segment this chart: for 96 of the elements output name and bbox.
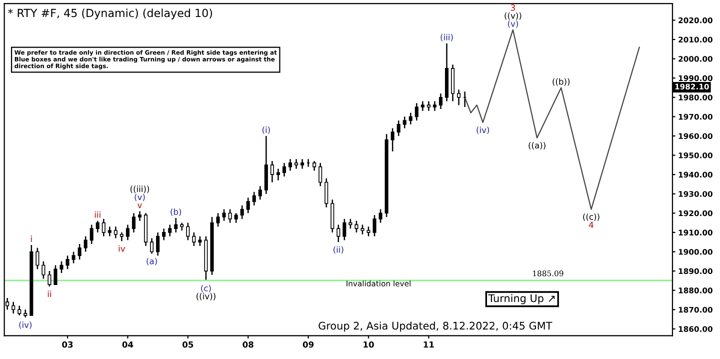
annotation: iv	[118, 245, 126, 252]
candlestick	[150, 238, 154, 254]
candlestick	[12, 301, 16, 314]
annotation: (i)	[262, 126, 270, 134]
candlestick	[18, 305, 22, 316]
candlestick	[126, 224, 130, 241]
candlestick	[156, 232, 160, 256]
candlestick	[420, 100, 424, 112]
candlestick	[78, 243, 82, 260]
x-tick-label: 03	[62, 341, 73, 348]
x-tick-label: 08	[242, 341, 254, 348]
candlestick	[162, 228, 166, 241]
annotation: i	[31, 236, 32, 242]
annotation: iii	[94, 211, 100, 218]
x-tick-label: 05	[182, 341, 194, 348]
x-tick-label: 09	[302, 341, 314, 348]
candlestick	[84, 236, 88, 252]
annotation: (v)	[134, 194, 145, 202]
candlestick	[282, 162, 286, 178]
candlestick	[54, 264, 58, 286]
candlestick	[198, 236, 202, 247]
annotation: 3	[510, 4, 515, 11]
candlestick	[408, 112, 412, 126]
candlestick	[42, 260, 46, 280]
candlestick	[114, 226, 118, 239]
candlestick	[402, 116, 406, 129]
annotation: (ii)	[334, 246, 344, 254]
candlestick	[288, 158, 292, 172]
annotation: ((iv))	[196, 292, 216, 300]
candlestick	[168, 224, 172, 237]
annotation: (c)	[201, 284, 211, 292]
candlestick	[294, 158, 298, 170]
x-tick-label: 10	[364, 341, 374, 348]
candlestick	[276, 168, 280, 181]
annotation: (iv)	[476, 126, 490, 134]
candlestick	[457, 89, 461, 106]
candlestick	[324, 178, 328, 208]
candlestick	[348, 218, 352, 230]
annotation: (iv)	[19, 322, 32, 329]
candlestick	[342, 218, 346, 241]
candlestick	[336, 224, 340, 243]
candlestick	[72, 251, 76, 264]
candlestick	[60, 260, 64, 274]
candlestick	[222, 208, 226, 222]
annotation: ii	[48, 290, 51, 297]
annotation: ((a))	[528, 142, 546, 150]
annotation: Turning Up ↗	[488, 294, 555, 304]
chart-title: * RTY #F, 45 (Dynamic) (delayed 10)	[8, 8, 212, 20]
candlestick	[132, 212, 136, 234]
line-series	[464, 29, 640, 210]
annotation: (iii)	[440, 34, 453, 42]
candlestick	[234, 212, 238, 224]
candlestick	[366, 226, 370, 237]
candlestick	[108, 226, 112, 237]
candlestick	[138, 210, 142, 222]
candlestick	[426, 100, 430, 112]
candlestick	[36, 247, 40, 270]
candlestick	[438, 92, 443, 110]
candlestick	[240, 204, 244, 220]
candlestick	[318, 162, 322, 187]
candlestick	[90, 224, 94, 245]
annotation: ((v))	[504, 12, 522, 20]
candlestick	[186, 222, 190, 241]
candlestick	[174, 217, 178, 234]
candlestick	[312, 160, 316, 172]
candlestick	[300, 158, 304, 170]
annotation: Group 2, Asia Updated, 8.12.2022, 0:45 GMT	[318, 322, 552, 332]
candlestick	[432, 100, 436, 112]
candlestick	[252, 191, 256, 206]
x-tick-label: 11	[424, 341, 434, 348]
candlestick	[258, 186, 262, 200]
candlestick	[228, 208, 232, 224]
candlestick	[66, 254, 70, 270]
candlestick	[360, 224, 364, 235]
candlestick	[378, 208, 382, 224]
candlestick	[390, 128, 394, 152]
candlestick	[354, 220, 358, 234]
candlestick	[96, 220, 100, 234]
candlestick	[414, 102, 418, 122]
annotation: (b)	[170, 208, 182, 216]
annotation: ((iii))	[130, 186, 150, 194]
candlestick	[192, 232, 196, 247]
candlestick	[102, 218, 106, 237]
annotation: (a)	[146, 258, 157, 266]
candlestick	[246, 197, 250, 214]
candlestick	[372, 214, 376, 237]
candlestick	[48, 270, 52, 288]
annotation: (v)	[508, 20, 518, 28]
annotation: ((c))	[583, 213, 600, 221]
x-tick-label: 04	[122, 341, 134, 348]
annotation: v	[138, 204, 142, 208]
candlestick	[396, 120, 400, 137]
annotation: 4	[588, 222, 594, 228]
annotation: ((b))	[552, 78, 570, 86]
candlestick	[216, 212, 220, 228]
candlestick	[270, 160, 274, 183]
